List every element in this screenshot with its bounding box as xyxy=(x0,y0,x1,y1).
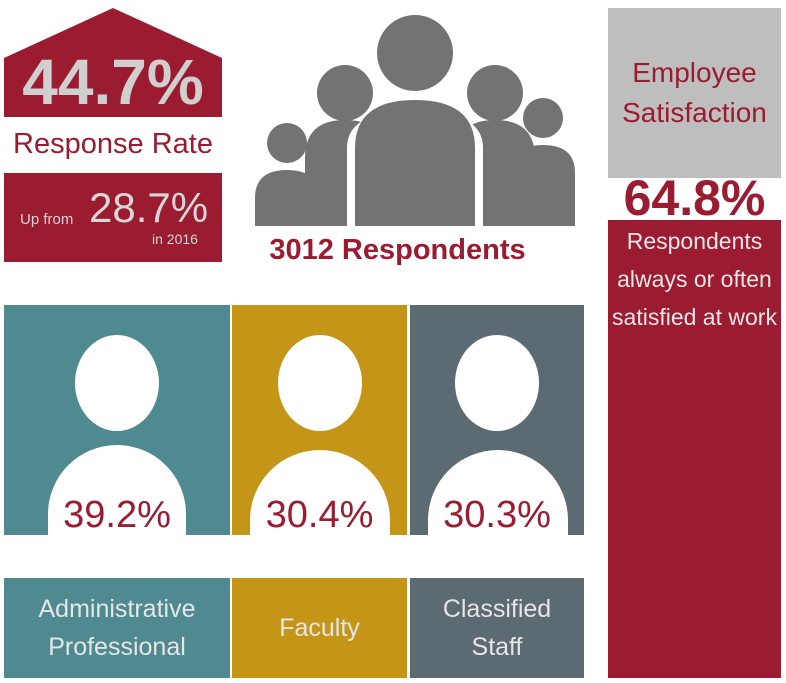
up-from-label: Up from xyxy=(20,211,74,228)
response-rate-value: 44.7% xyxy=(22,46,204,118)
response-rate-label: Response Rate xyxy=(13,128,213,160)
group-panel-admin: 39.2% xyxy=(4,305,230,535)
group-panel-faculty: 30.4% xyxy=(232,305,407,535)
previous-year: in 2016 xyxy=(152,231,198,247)
group-label-admin: Administrative Professional xyxy=(4,578,230,678)
person-head-icon xyxy=(455,335,539,431)
respondents-count: 3012 Respondents xyxy=(269,234,526,266)
previous-rate-box: Up from 28.7% in 2016 xyxy=(4,173,222,262)
group-of-people-icon xyxy=(255,15,575,226)
group-label-classified: Classified Staff xyxy=(410,578,584,678)
satisfaction-description: Respondents always or often satisfied at… xyxy=(612,228,777,330)
group-percent: 30.3% xyxy=(443,494,551,535)
group-percent: 30.4% xyxy=(265,494,374,535)
group-name: Administrative Professional xyxy=(38,595,196,661)
group-panel-classified: 30.3% xyxy=(410,305,584,535)
satisfaction-value: 64.8% xyxy=(623,170,766,226)
group-label-faculty: Faculty xyxy=(232,578,407,678)
satisfaction-title: Employee Satisfaction xyxy=(622,57,767,128)
previous-rate-value: 28.7% xyxy=(89,184,209,231)
satisfaction-title-box: Employee Satisfaction xyxy=(608,8,781,178)
house-shape xyxy=(4,8,222,117)
satisfaction-box xyxy=(608,220,781,678)
group-percent: 39.2% xyxy=(63,494,171,535)
person-head-icon xyxy=(75,335,159,431)
group-name: Faculty xyxy=(279,614,360,642)
person-head-icon xyxy=(278,335,362,431)
group-name: Classified Staff xyxy=(442,595,552,661)
